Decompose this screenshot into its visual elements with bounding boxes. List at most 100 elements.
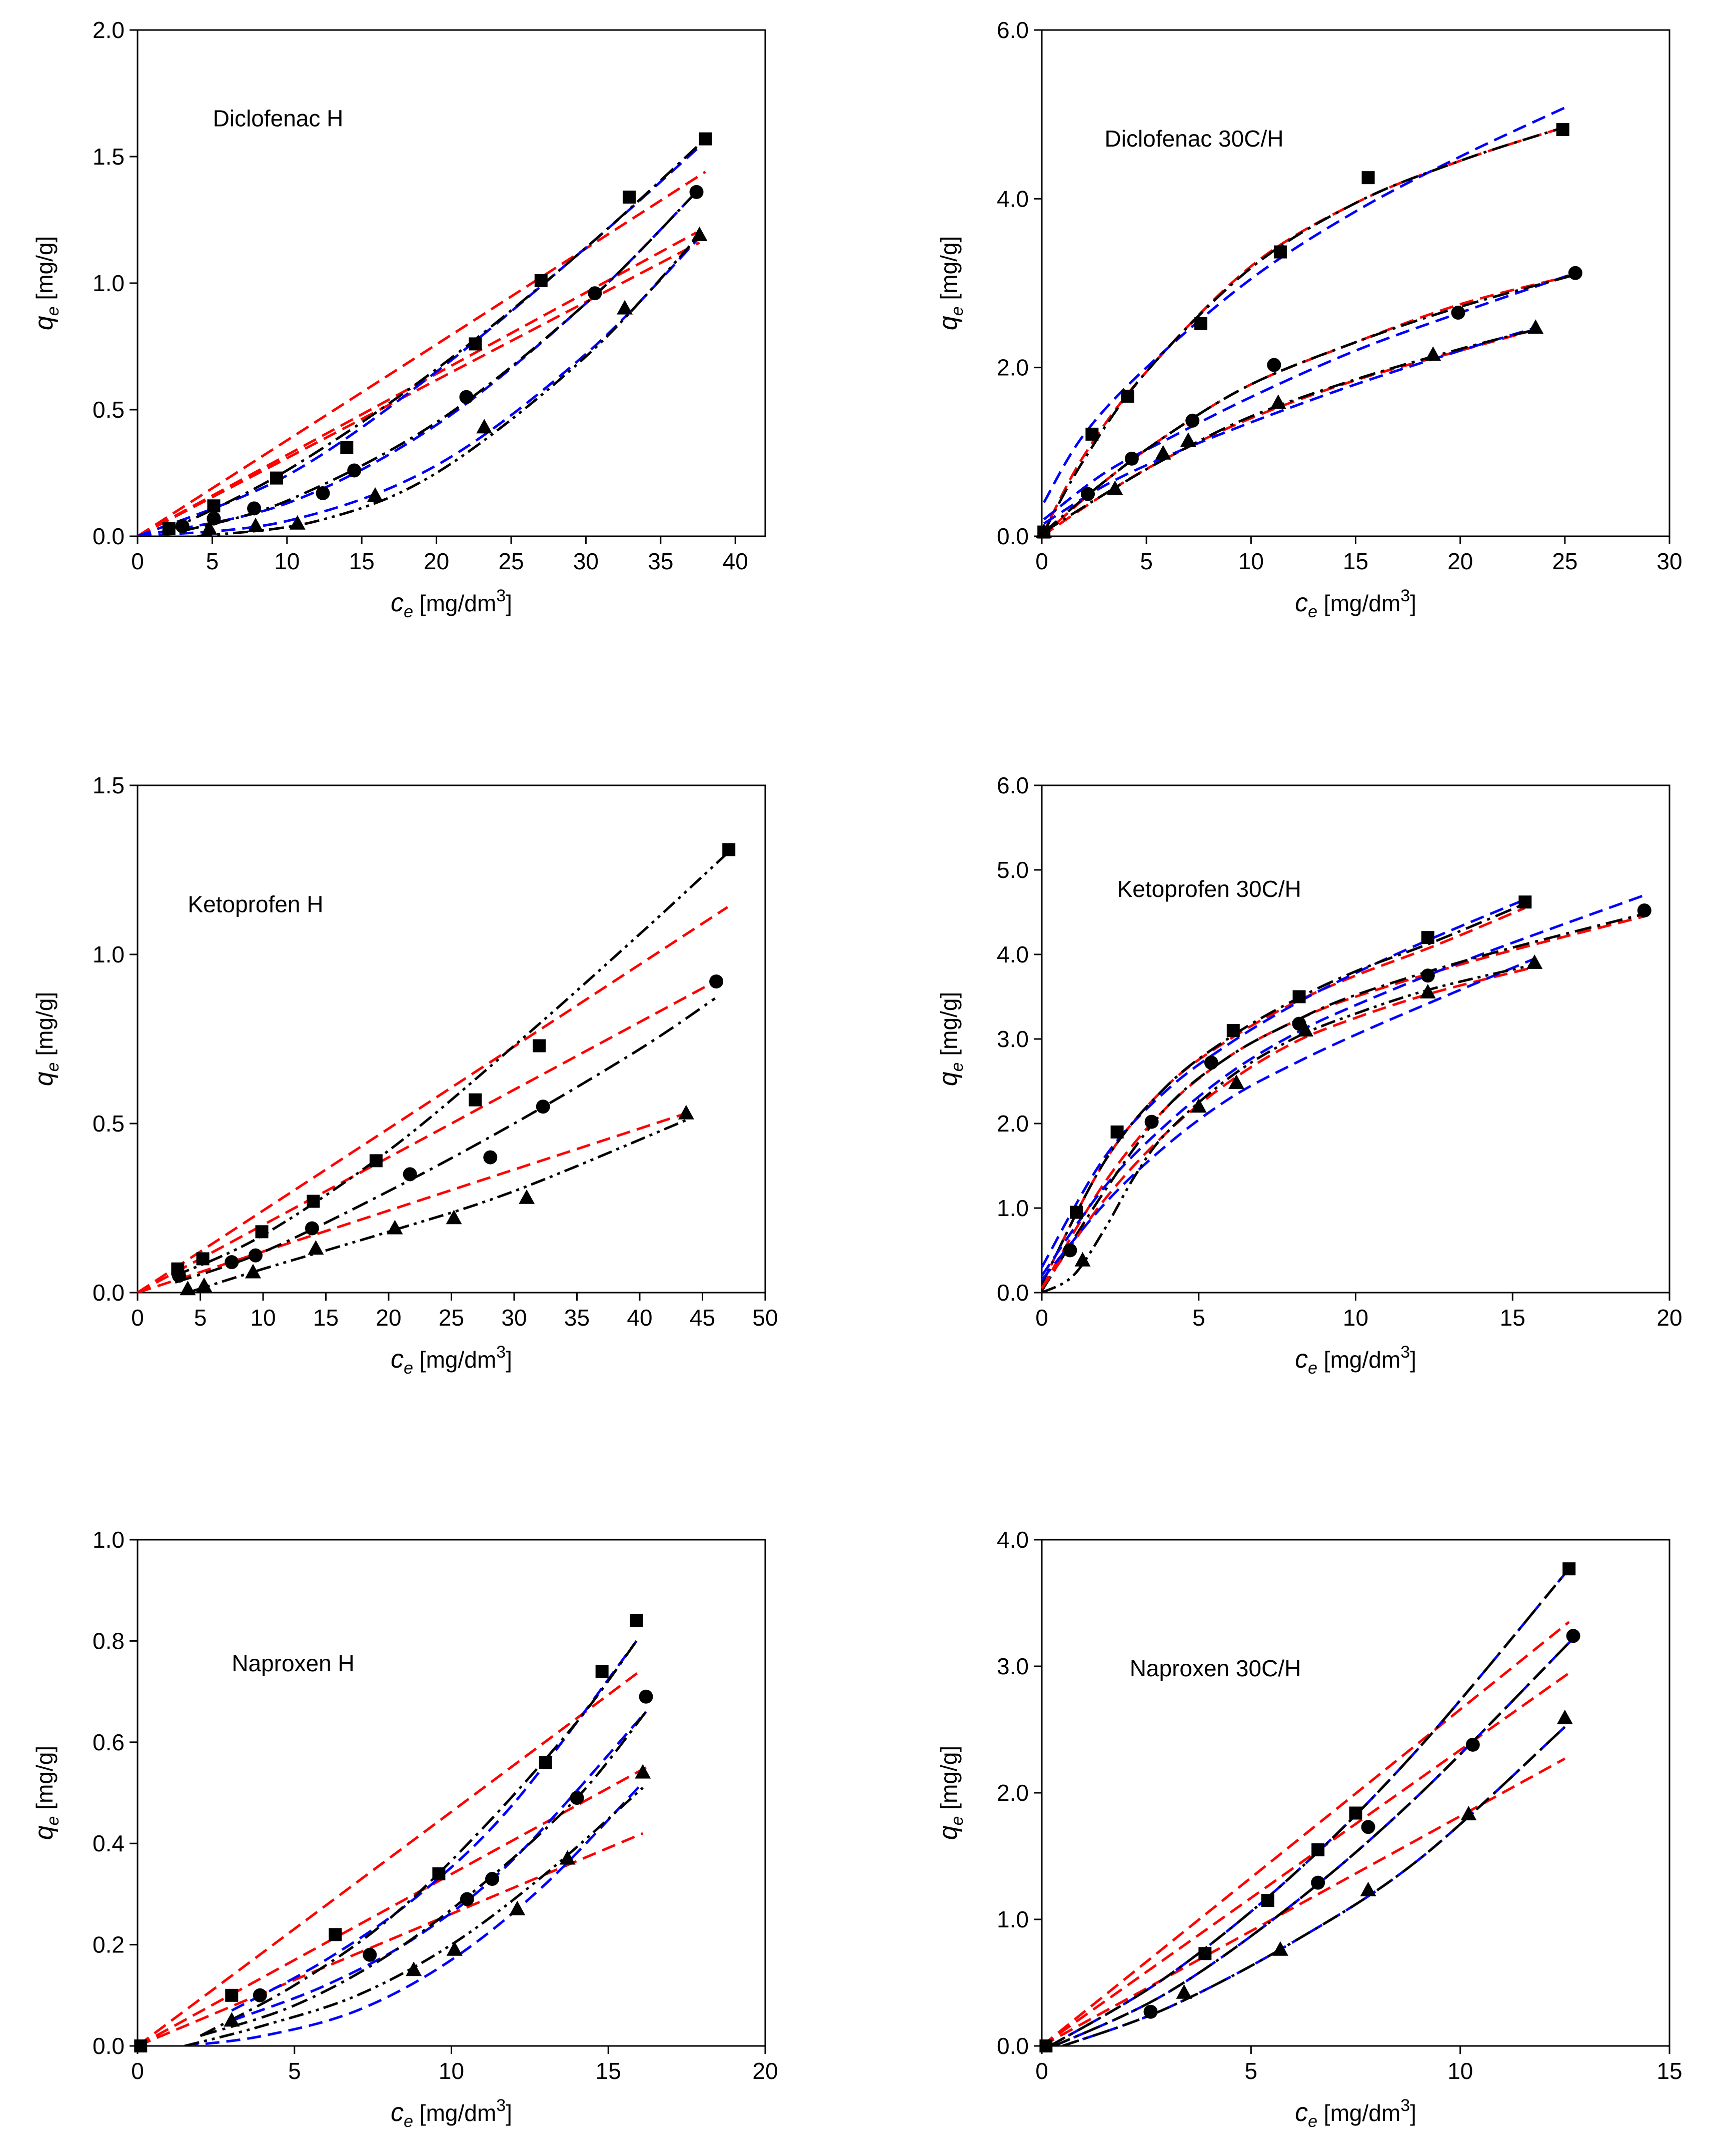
data-point-circle [1063, 1243, 1077, 1258]
fit-curve-black [197, 234, 701, 536]
data-point-square [225, 1988, 239, 2002]
y-axis-label: qe [mg/g] [934, 992, 967, 1086]
panel-title: Naproxen 30C/H [1130, 1655, 1301, 1681]
chart-panel-6: 0 5 10 15 0.0 1.0 2.0 3.0 4.0 ce [mg/dm3] qe [mg/g… [934, 1527, 1682, 2131]
fit-curve-red [1041, 273, 1576, 536]
x-tick-label: 20 [1656, 1305, 1682, 1331]
data-point-square [207, 499, 221, 513]
fit-curve-black [175, 997, 716, 1284]
fit-curve-blue [1040, 898, 1526, 1268]
data-point-square [134, 2039, 148, 2052]
data-point-circle [316, 486, 330, 500]
x-tick-label: 15 [596, 2058, 621, 2084]
y-tick-label: 1.0 [93, 941, 125, 967]
data-point-square [534, 274, 548, 287]
y-tick-label: 0.5 [93, 397, 125, 423]
data-point-circle [1124, 451, 1139, 466]
y-tick-label: 0.0 [997, 2033, 1029, 2059]
data-point-square [1261, 1894, 1274, 1907]
fit-curve-red [137, 980, 716, 1293]
fit-curve-black [200, 1711, 647, 2037]
y-tick-label: 0.8 [93, 1628, 125, 1654]
data-point-triangle [1155, 445, 1171, 460]
data-point-triangle [308, 1240, 324, 1255]
y-tick-label: 1.5 [93, 772, 125, 798]
plot-frame [1041, 784, 1670, 1294]
data-point-circle [253, 1988, 267, 2002]
x-tick-label: 20 [1447, 548, 1473, 574]
data-point-triangle [1036, 523, 1052, 538]
y-axis-label: qe [mg/g] [934, 236, 967, 330]
fit-curve-black [1041, 963, 1535, 1293]
y-tick-label: 2.0 [997, 1780, 1029, 1806]
data-point-square [595, 1665, 609, 1678]
data-point-circle [1420, 968, 1435, 983]
data-point-square [469, 1093, 482, 1107]
fit-curve-blue [137, 140, 707, 536]
data-point-triangle [1526, 954, 1543, 969]
data-point-square [1556, 123, 1569, 137]
data-point-circle [175, 519, 190, 533]
x-tick-label: 0 [131, 548, 144, 574]
data-point-triangle [446, 1210, 462, 1225]
data-point-square [630, 1614, 643, 1627]
x-tick-label: 10 [250, 1305, 276, 1331]
chart-panel-1: 0 5 10 15 20 25 30 35 40 0.0 0.5 1.0 1.5 2.0 ce [mg/dm… [30, 17, 766, 621]
data-point-triangle [446, 1941, 463, 1956]
data-point-square [1311, 1843, 1325, 1856]
y-tick-label: 0.0 [997, 1280, 1029, 1306]
fit-curve-blue [1041, 957, 1535, 1281]
data-point-circle [347, 463, 362, 478]
data-point-circle [1311, 1875, 1325, 1890]
fit-curve-blue [1043, 106, 1565, 503]
fit-curve-red [137, 171, 706, 536]
y-tick-label: 2.0 [997, 1111, 1029, 1137]
fit-curve-black [200, 1640, 638, 2037]
data-point-square [1070, 1206, 1083, 1219]
data-point-square [539, 1756, 552, 1769]
fit-curve-red [1040, 965, 1535, 1290]
data-point-square [623, 190, 636, 204]
fit-curve-black [184, 1787, 644, 2046]
data-point-square [307, 1195, 320, 1208]
x-tick-label: 20 [752, 2058, 778, 2084]
fit-curve-blue [184, 1782, 644, 2046]
data-point-square [1226, 1024, 1240, 1037]
x-tick-label: 0 [1035, 548, 1048, 574]
data-point-triangle [1297, 1022, 1314, 1037]
x-tick-label: 15 [313, 1305, 339, 1331]
fit-curve-red [137, 241, 700, 536]
fit-curve-blue [1049, 1568, 1570, 2046]
data-point-square [1039, 2039, 1053, 2052]
x-tick-label: 10 [439, 2058, 464, 2084]
x-tick-label: 15 [349, 548, 375, 574]
fit-curve-black [1043, 273, 1576, 533]
x-tick-label: 10 [274, 548, 300, 574]
x-tick-label: 35 [648, 548, 673, 574]
x-tick-label: 5 [288, 2058, 301, 2084]
fit-curve-black [1062, 1726, 1566, 2046]
chart-panel-2: 0 5 10 15 20 25 30 0.0 2.0 4.0 6.0 ce [mg/dm3] qe [m… [934, 17, 1682, 621]
fit-curve-red [137, 1112, 687, 1293]
fit-curve-blue [1043, 272, 1576, 521]
x-tick-label: 5 [1192, 1305, 1205, 1331]
panel-title: Naproxen H [232, 1650, 354, 1676]
x-tick-label: 5 [1245, 2058, 1258, 2084]
fit-curve-blue [1043, 327, 1536, 525]
data-point-triangle [245, 1264, 261, 1279]
x-tick-label: 15 [1656, 2058, 1682, 2084]
x-tick-label: 30 [1656, 548, 1682, 574]
chart-panel-5: 0 5 10 15 20 0.0 0.2 0.4 0.6 0.8 1.0 ce [mg/dm3] qe … [30, 1527, 778, 2131]
data-point-circle [485, 1872, 500, 1886]
data-point-square [369, 1154, 383, 1168]
x-axis-label: ce [mg/dm3] [1295, 2096, 1416, 2131]
y-tick-label: 1.0 [997, 1906, 1029, 1932]
x-tick-label: 50 [752, 1305, 778, 1331]
fit-curve-black [1040, 902, 1526, 1285]
fit-curve-red [1041, 328, 1536, 536]
data-point-circle [689, 185, 704, 199]
y-axis-label: qe [mg/g] [30, 992, 63, 1086]
x-tick-label: 20 [376, 1305, 401, 1331]
y-tick-label: 1.0 [997, 1195, 1029, 1221]
